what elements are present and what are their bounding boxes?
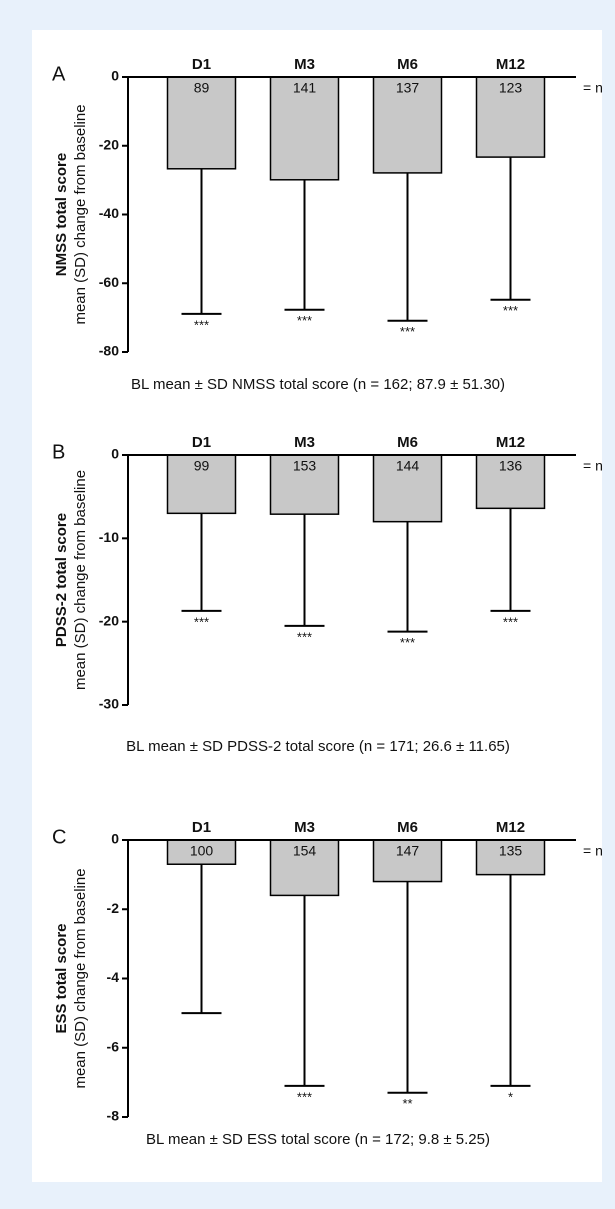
y-axis-subtitle: mean (SD) change from baseline bbox=[72, 470, 89, 690]
bar bbox=[269, 839, 340, 897]
y-tick-label: -30 bbox=[99, 696, 119, 712]
baseline-note: BL mean ± SD NMSS total score (n = 162; … bbox=[131, 376, 505, 393]
y-tick-label: -20 bbox=[99, 612, 119, 628]
y-tick-label: -2 bbox=[107, 900, 120, 916]
significance-label: *** bbox=[297, 1089, 312, 1104]
category-label: M6 bbox=[397, 434, 418, 451]
category-label: D1 bbox=[192, 434, 211, 451]
y-axis-title: ESS total score bbox=[53, 923, 70, 1033]
bar bbox=[372, 454, 443, 523]
significance-label: *** bbox=[503, 303, 518, 318]
n-label: 147 bbox=[396, 843, 420, 859]
y-tick-label: -10 bbox=[99, 529, 119, 545]
y-tick-label: -8 bbox=[107, 1108, 120, 1124]
n-label: 123 bbox=[499, 80, 523, 96]
significance-label: *** bbox=[194, 317, 209, 332]
bar bbox=[475, 76, 546, 158]
bar bbox=[372, 76, 443, 174]
y-tick-label: -60 bbox=[99, 274, 119, 290]
panel-label: A bbox=[52, 63, 66, 85]
bar bbox=[372, 839, 443, 883]
y-tick-label: -6 bbox=[107, 1038, 120, 1054]
y-axis-subtitle: mean (SD) change from baseline bbox=[72, 868, 89, 1088]
bar bbox=[475, 454, 546, 510]
y-tick-label: -80 bbox=[99, 343, 119, 359]
category-label: M3 bbox=[294, 434, 315, 451]
y-axis-subtitle: mean (SD) change from baseline bbox=[72, 104, 89, 324]
y-tick-label: 0 bbox=[111, 831, 119, 847]
n-label: 154 bbox=[293, 843, 317, 859]
significance-label: *** bbox=[194, 614, 209, 629]
n-label: 141 bbox=[293, 80, 317, 96]
significance-label: *** bbox=[400, 635, 415, 650]
category-label: M12 bbox=[496, 434, 525, 451]
panel-label: C bbox=[52, 826, 66, 848]
category-label: M6 bbox=[397, 56, 418, 73]
significance-label: *** bbox=[503, 614, 518, 629]
n-legend: = n bbox=[583, 80, 603, 96]
significance-label: *** bbox=[297, 629, 312, 644]
n-label: 153 bbox=[293, 458, 317, 474]
category-label: M6 bbox=[397, 819, 418, 836]
y-tick-label: 0 bbox=[111, 68, 119, 84]
n-label: 136 bbox=[499, 458, 523, 474]
y-tick-label: 0 bbox=[111, 446, 119, 462]
baseline-note: BL mean ± SD PDSS-2 total score (n = 171… bbox=[126, 738, 510, 755]
bar bbox=[475, 839, 546, 876]
y-tick-label: -40 bbox=[99, 205, 119, 221]
n-legend: = n bbox=[583, 458, 603, 474]
significance-label: *** bbox=[297, 313, 312, 328]
bar bbox=[269, 76, 340, 181]
y-tick-label: -4 bbox=[107, 969, 120, 985]
category-label: M3 bbox=[294, 819, 315, 836]
baseline-note: BL mean ± SD ESS total score (n = 172; 9… bbox=[146, 1131, 490, 1148]
bar bbox=[166, 839, 237, 865]
significance-label: ** bbox=[402, 1096, 412, 1111]
category-label: D1 bbox=[192, 56, 211, 73]
n-label: 135 bbox=[499, 843, 523, 859]
panel-label: B bbox=[52, 441, 65, 463]
category-label: D1 bbox=[192, 819, 211, 836]
n-label: 99 bbox=[194, 458, 210, 474]
category-label: M3 bbox=[294, 56, 315, 73]
n-label: 144 bbox=[396, 458, 420, 474]
panel-card bbox=[32, 30, 602, 1182]
n-label: 137 bbox=[396, 80, 420, 96]
bar bbox=[269, 454, 340, 515]
category-label: M12 bbox=[496, 819, 525, 836]
n-legend: = n bbox=[583, 843, 603, 859]
bar bbox=[166, 454, 237, 515]
y-axis-title: NMSS total score bbox=[53, 153, 70, 276]
category-label: M12 bbox=[496, 56, 525, 73]
significance-label: * bbox=[508, 1089, 513, 1104]
bar bbox=[166, 76, 237, 170]
y-tick-label: -20 bbox=[99, 136, 119, 152]
n-label: 89 bbox=[194, 80, 210, 96]
y-axis-title: PDSS-2 total score bbox=[53, 513, 70, 647]
n-label: 100 bbox=[190, 843, 214, 859]
significance-label: *** bbox=[400, 324, 415, 339]
